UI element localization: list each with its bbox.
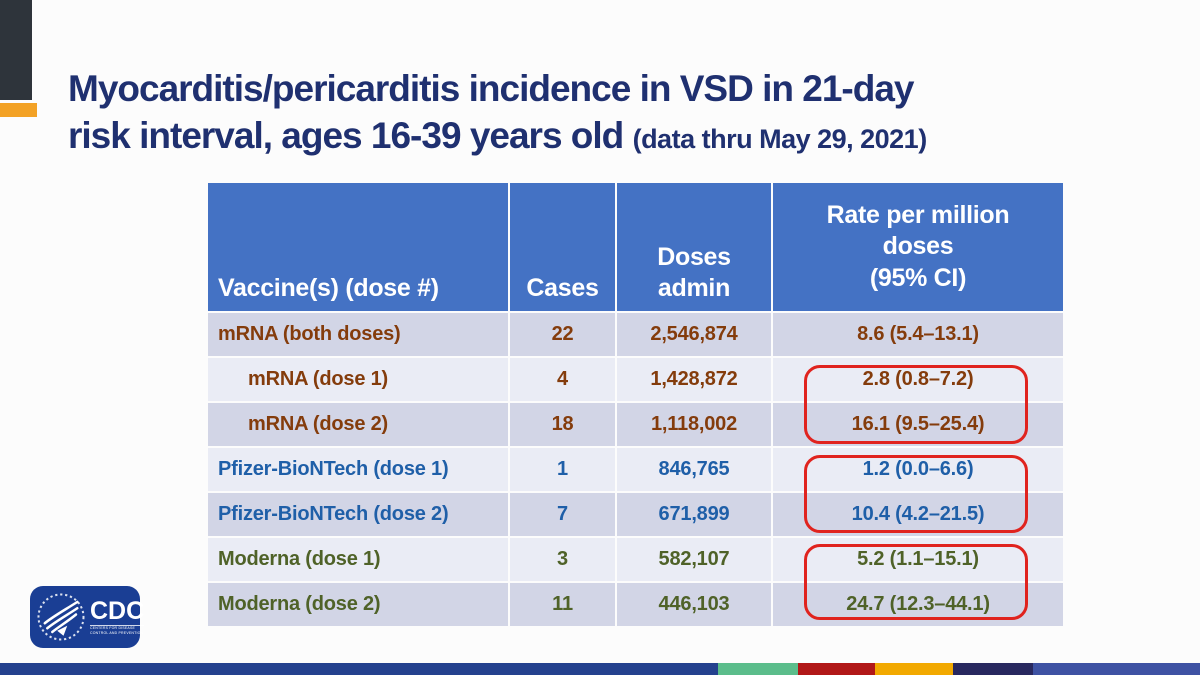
cell-vaccine: mRNA (dose 2) <box>208 403 508 446</box>
cell-vaccine: Pfizer-BioNTech (dose 1) <box>208 448 508 491</box>
cell-doses: 846,765 <box>617 448 771 491</box>
title-date-note: (data thru May 29, 2021) <box>632 123 928 154</box>
column-header-vaccine: Vaccine(s) (dose #) <box>208 183 508 311</box>
column-header-cases: Cases <box>510 183 615 311</box>
cell-doses: 1,428,872 <box>617 358 771 401</box>
cell-cases: 4 <box>510 358 615 401</box>
footer-segment-red <box>798 663 875 675</box>
footer-segment-amber <box>875 663 953 675</box>
cell-vaccine: Moderna (dose 2) <box>208 583 508 626</box>
column-header-doses-admin: Doses admin <box>617 183 771 311</box>
table-row: Pfizer-BioNTech (dose 2) 7 671,899 10.4 … <box>208 493 1063 536</box>
cell-vaccine: Moderna (dose 1) <box>208 538 508 581</box>
cell-vaccine: Pfizer-BioNTech (dose 2) <box>208 493 508 536</box>
table-header-row: Vaccine(s) (dose #) Cases Doses admin Ra… <box>208 183 1063 311</box>
cdc-logo: CDC CENTERS FOR DISEASE CONTROL AND PREV… <box>30 586 145 648</box>
cdc-text: CDC <box>90 597 145 626</box>
table-row: mRNA (both doses) 22 2,546,874 8.6 (5.4–… <box>208 313 1063 356</box>
cell-rate: 10.4 (4.2–21.5) <box>773 493 1063 536</box>
footer-segment-navy <box>0 663 718 675</box>
cell-cases: 3 <box>510 538 615 581</box>
highlight-box-pfizer-rates <box>804 455 1028 533</box>
cell-cases: 1 <box>510 448 615 491</box>
footer-color-strip <box>0 663 1200 675</box>
footer-segment-indigo <box>1033 663 1200 675</box>
table-row: mRNA (dose 2) 18 1,118,002 16.1 (9.5–25.… <box>208 403 1063 446</box>
highlight-box-moderna-rates <box>804 544 1028 620</box>
cell-rate: 8.6 (5.4–13.1) <box>773 313 1063 356</box>
cell-cases: 18 <box>510 403 615 446</box>
cell-doses: 582,107 <box>617 538 771 581</box>
title-line-2: risk interval, ages 16-39 years old <box>68 114 633 156</box>
cdc-subtext-line2: CONTROL AND PREVENTION <box>90 630 144 635</box>
cell-doses: 671,899 <box>617 493 771 536</box>
page-title: Myocarditis/pericarditis incidence in VS… <box>68 65 1178 163</box>
cell-doses: 1,118,002 <box>617 403 771 446</box>
cell-doses: 2,546,874 <box>617 313 771 356</box>
cell-cases: 22 <box>510 313 615 356</box>
accent-bar-charcoal <box>0 0 32 100</box>
cell-cases: 11 <box>510 583 615 626</box>
cell-cases: 7 <box>510 493 615 536</box>
data-table: Vaccine(s) (dose #) Cases Doses admin Ra… <box>208 183 1063 626</box>
cell-vaccine: mRNA (dose 1) <box>208 358 508 401</box>
cdc-wordmark: CDC CENTERS FOR DISEASE CONTROL AND PREV… <box>90 597 145 635</box>
footer-segment-darknavy <box>953 663 1033 675</box>
table-row: Moderna (dose 1) 3 582,107 5.2 (1.1–15.1… <box>208 538 1063 581</box>
cdc-subtext-line1: CENTERS FOR DISEASE <box>90 626 136 630</box>
cell-doses: 446,103 <box>617 583 771 626</box>
footer-segment-green <box>718 663 798 675</box>
column-header-rate: Rate per million doses (95% CI) <box>773 183 1063 311</box>
title-line-1: Myocarditis/pericarditis incidence in VS… <box>68 67 915 109</box>
highlight-box-mrna-rates <box>804 365 1028 444</box>
accent-bar-amber <box>0 103 37 117</box>
cell-vaccine: mRNA (both doses) <box>208 313 508 356</box>
hhs-eagle-icon <box>37 593 85 641</box>
cell-rate: 16.1 (9.5–25.4) <box>773 403 1063 446</box>
